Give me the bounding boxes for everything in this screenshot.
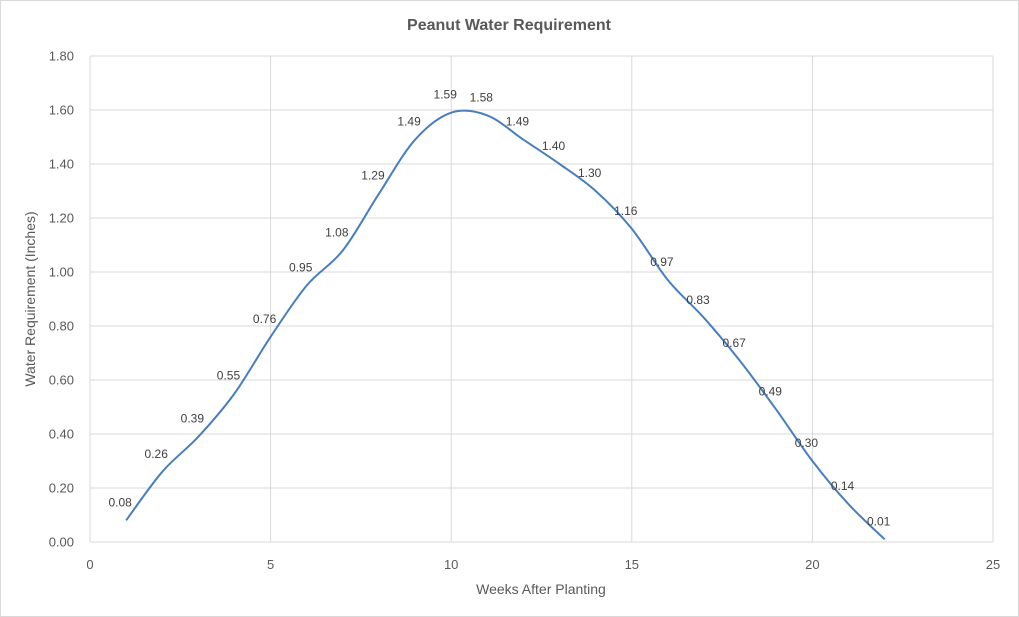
x-tick-label: 0 [86,557,93,572]
data-label: 1.30 [578,166,602,180]
y-tick-label: 0.40 [49,427,74,442]
y-tick-label: 0.00 [49,535,74,550]
data-labels: 0.08 0.26 0.39 0.55 0.76 0.95 1.08 1.29 1.49 1.59… [108,88,890,529]
data-label: 1.59 [434,88,458,102]
series-line [125,109,886,541]
x-tick-label: 5 [267,557,274,572]
data-label: 0.97 [650,255,674,269]
data-label: 1.40 [542,139,566,153]
y-tick-label: 1.80 [49,49,74,64]
y-tick-label: 1.40 [49,157,74,172]
x-axis-label: Weeks After Planting [476,581,606,597]
data-label: 0.26 [145,447,169,461]
data-label: 0.39 [181,412,205,426]
data-label: 0.30 [795,436,819,450]
y-tick-label: 0.20 [49,481,74,496]
data-label: 0.55 [217,369,241,383]
x-tick-label: 10 [444,557,458,572]
x-tick-label: 20 [805,557,819,572]
x-axis-ticks: 0 5 10 15 20 25 [86,557,1000,572]
data-label: 0.14 [831,479,855,493]
x-tick-label: 25 [986,557,1000,572]
data-label: 0.83 [686,293,710,307]
data-label: 1.49 [397,115,421,129]
chart-title: Peanut Water Requirement [407,17,612,34]
y-tick-label: 1.00 [49,265,74,280]
data-label: 0.67 [722,336,746,350]
y-tick-label: 1.60 [49,103,74,118]
y-axis-label: Water Requirement (Inches) [22,211,38,386]
data-label: 0.49 [759,385,783,399]
data-label: 1.49 [506,115,530,129]
y-tick-label: 1.20 [49,211,74,226]
y-tick-label: 0.80 [49,319,74,334]
data-label: 0.76 [253,312,277,326]
y-tick-label: 0.60 [49,373,74,388]
data-label: 1.08 [325,225,349,239]
data-label: 0.08 [108,495,132,509]
y-axis-ticks: 0.00 0.20 0.40 0.60 0.80 1.00 1.20 1.40 1.60 1.80 [49,49,74,550]
data-label: 1.16 [614,204,638,218]
data-label: 0.95 [289,261,313,275]
x-tick-label: 15 [625,557,639,572]
gridlines [89,55,994,543]
data-label: 1.58 [470,90,494,104]
data-label: 0.01 [867,514,891,528]
data-label: 1.29 [361,169,385,183]
